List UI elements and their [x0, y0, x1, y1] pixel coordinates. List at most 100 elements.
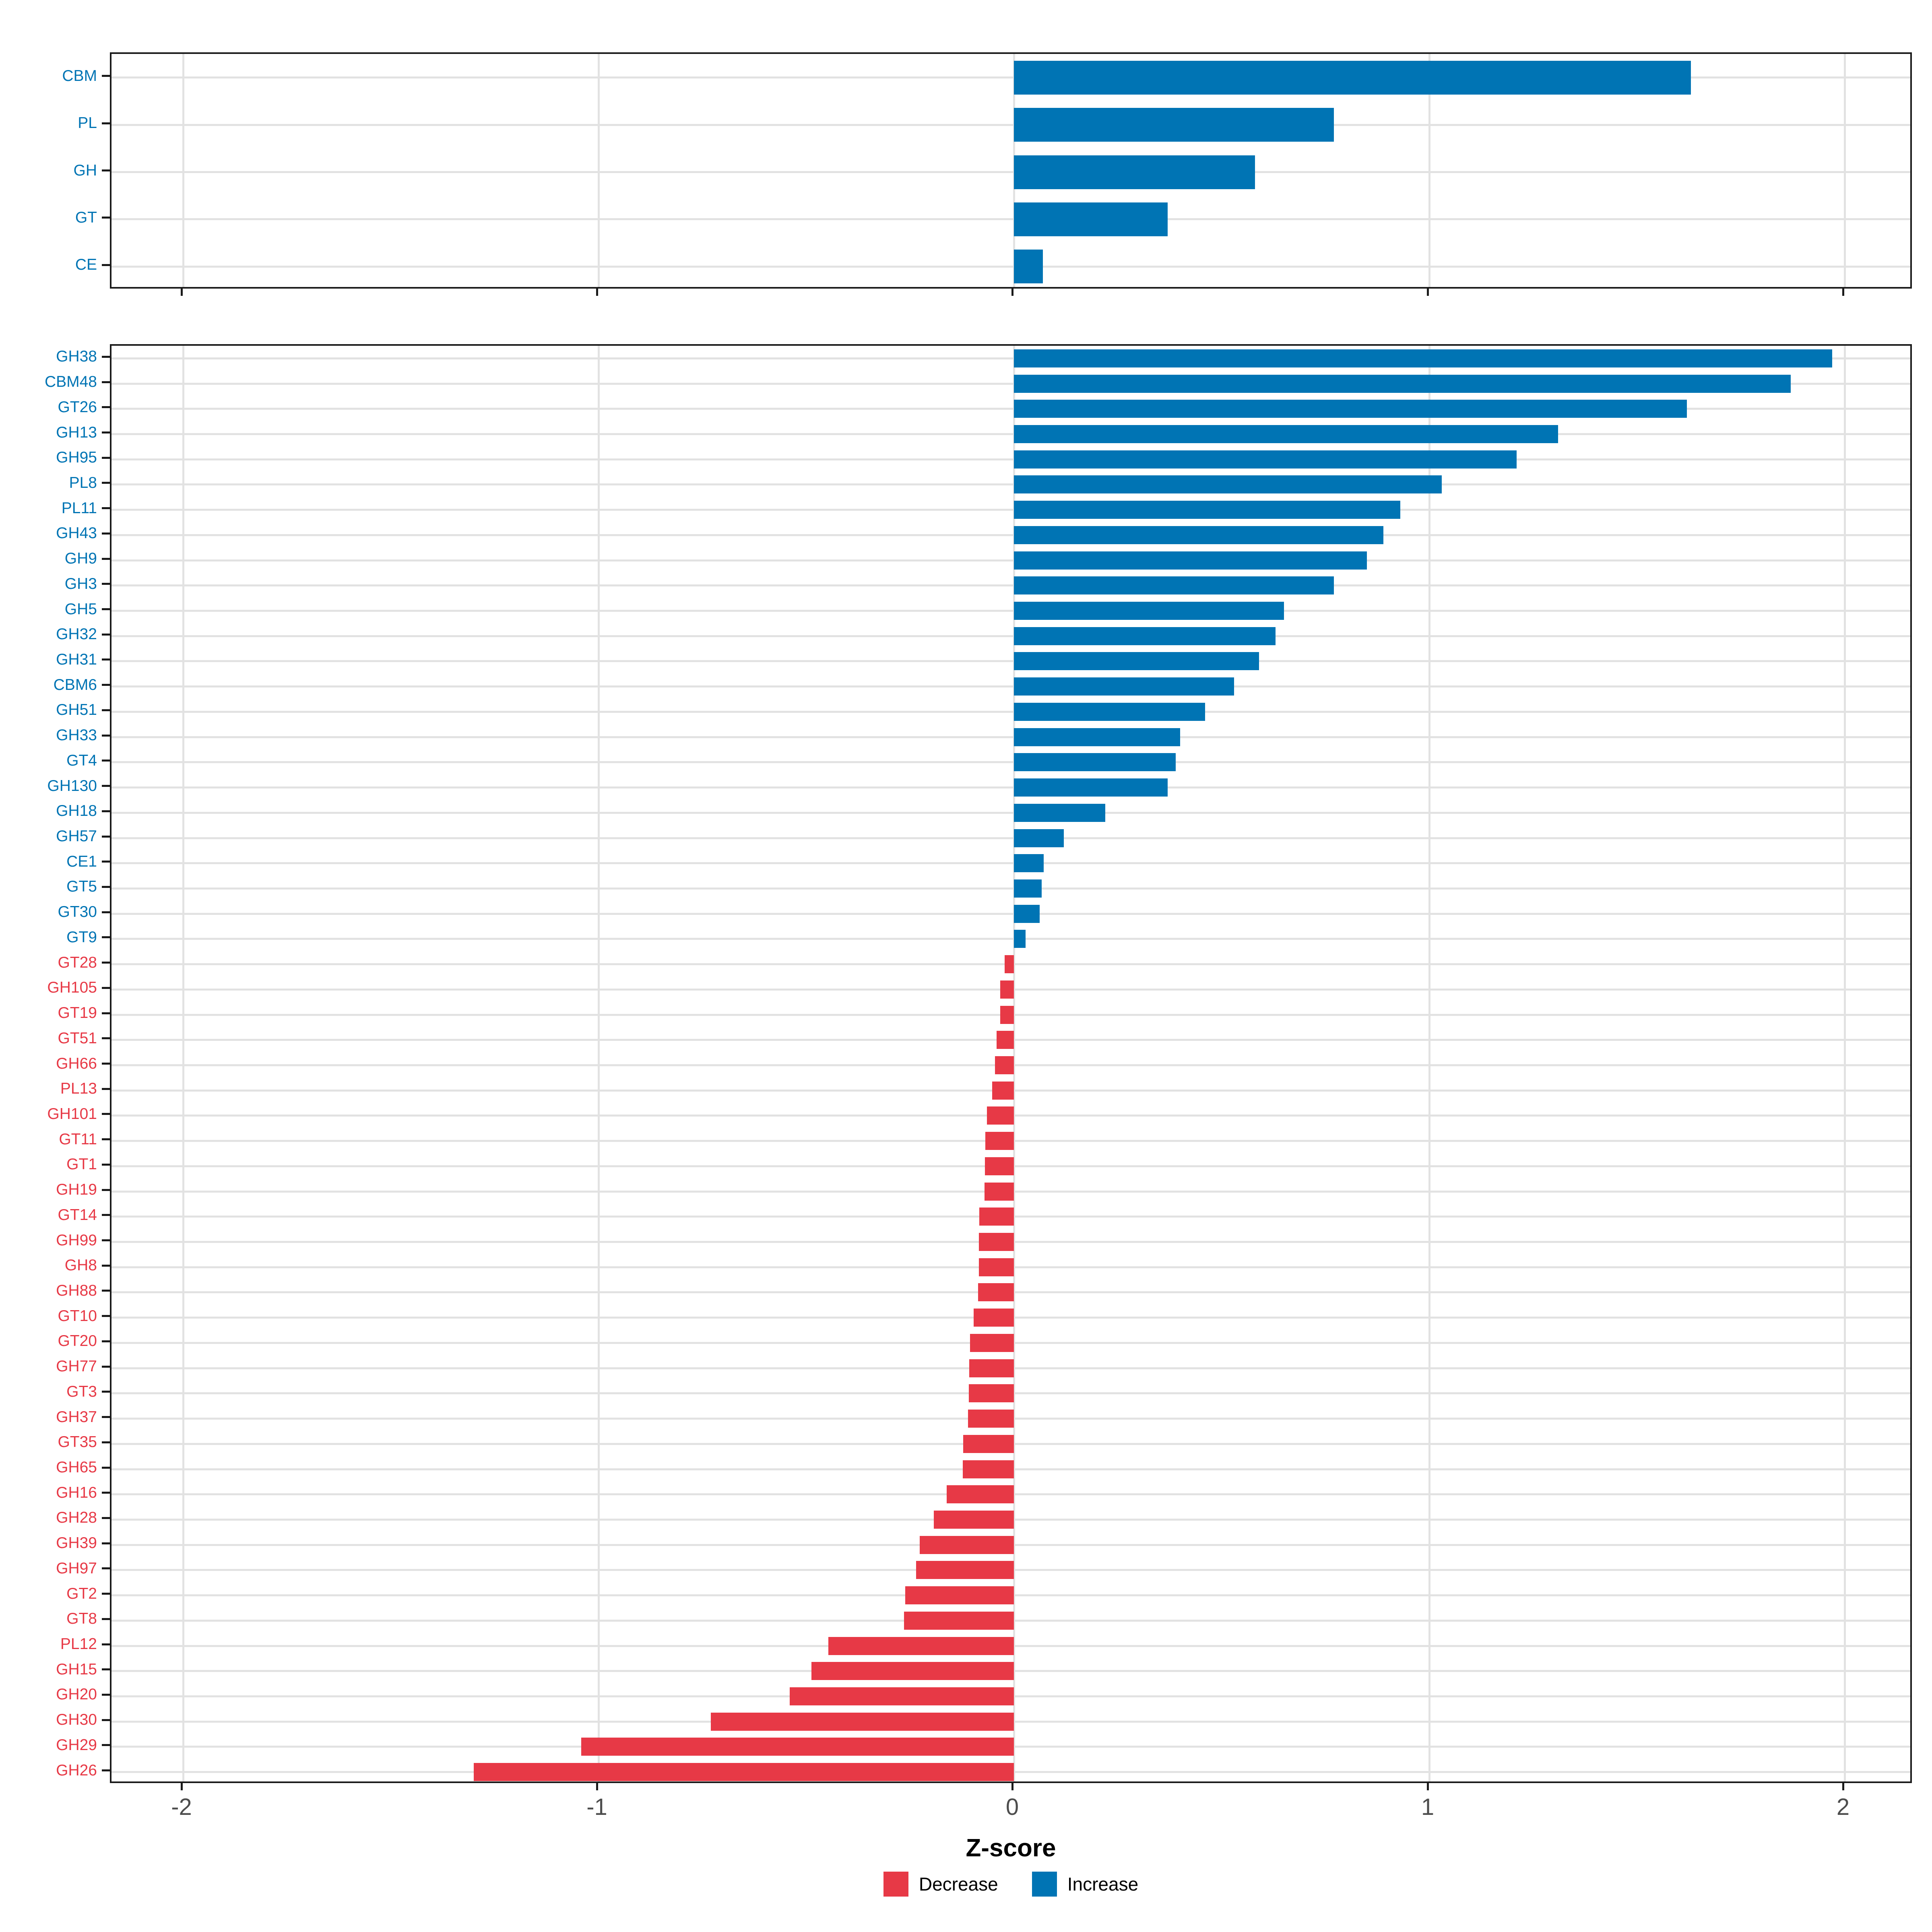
y-axis-tick — [102, 1138, 110, 1141]
y-gridline — [111, 357, 1910, 359]
y-gridline — [111, 685, 1910, 688]
y-gridline — [111, 534, 1910, 536]
y-axis-tick — [102, 911, 110, 913]
bar — [905, 1586, 1014, 1605]
y-axis-tick — [102, 1239, 110, 1242]
bar — [919, 1536, 1014, 1554]
category-label: CBM6 — [53, 676, 97, 694]
category-label: GH20 — [56, 1686, 97, 1703]
bar — [969, 1359, 1014, 1377]
category-label: PL12 — [60, 1635, 97, 1653]
category-label: GH8 — [64, 1257, 97, 1274]
bar — [1014, 728, 1180, 746]
category-label: PL8 — [69, 474, 97, 491]
y-axis-tick — [102, 709, 110, 711]
bar — [995, 1056, 1014, 1074]
category-label: GT35 — [58, 1433, 97, 1451]
y-axis-tick — [102, 122, 110, 124]
bar — [811, 1662, 1014, 1680]
legend-label-decrease: Decrease — [919, 1874, 998, 1895]
category-label: GT3 — [66, 1383, 97, 1400]
bar — [979, 1208, 1014, 1226]
category-label: CE1 — [66, 852, 97, 870]
bar — [828, 1637, 1014, 1655]
bar — [1014, 400, 1687, 418]
bar — [1014, 155, 1255, 189]
bar — [963, 1460, 1014, 1478]
x-axis-tick — [180, 1783, 183, 1790]
bar — [1014, 829, 1064, 847]
y-gridline — [111, 509, 1910, 511]
y-axis-tick — [102, 1391, 110, 1393]
bar — [474, 1763, 1014, 1781]
bar — [1014, 349, 1833, 367]
bar — [933, 1510, 1014, 1529]
y-axis-tick — [102, 1290, 110, 1292]
y-axis-tick — [102, 658, 110, 661]
y-axis-tick — [102, 381, 110, 383]
category-label: GH15 — [56, 1660, 97, 1678]
x-gridline — [598, 346, 600, 1781]
bar — [1014, 108, 1334, 142]
y-axis-tick — [102, 1593, 110, 1595]
x-gridline — [182, 346, 184, 1781]
x-gridline — [1428, 54, 1430, 287]
y-axis-tick — [102, 1264, 110, 1267]
category-label: GH95 — [56, 449, 97, 466]
y-axis-tick — [102, 1769, 110, 1772]
category-label: GT20 — [58, 1332, 97, 1350]
bar — [1014, 374, 1791, 393]
category-label: GH39 — [56, 1534, 97, 1552]
y-axis-tick — [102, 608, 110, 611]
x-axis-tick — [596, 289, 598, 296]
bar — [987, 1106, 1014, 1125]
decrease-swatch-icon — [883, 1872, 908, 1897]
y-gridline — [111, 736, 1910, 738]
panel-top-class — [110, 52, 1912, 289]
x-tick-label: 2 — [1836, 1794, 1850, 1820]
category-label: PL — [78, 114, 97, 132]
bar — [1014, 450, 1517, 469]
category-label: GT30 — [58, 903, 97, 921]
y-gridline — [111, 408, 1910, 410]
y-axis-tick — [102, 1113, 110, 1115]
y-axis-tick — [102, 217, 110, 219]
bar — [1014, 803, 1106, 822]
y-axis-tick — [102, 1088, 110, 1090]
y-gridline — [111, 265, 1910, 268]
x-gridline — [1013, 346, 1015, 1781]
category-label: PL11 — [61, 499, 97, 517]
y-gridline — [111, 887, 1910, 890]
category-label: GT19 — [58, 1004, 97, 1022]
bar — [985, 1157, 1014, 1175]
y-gridline — [111, 171, 1910, 173]
x-axis-tick — [1011, 289, 1013, 296]
bar — [1014, 202, 1168, 236]
bar — [1014, 576, 1334, 595]
x-axis-tick — [1011, 1783, 1013, 1790]
bar — [1014, 475, 1442, 494]
y-axis-tick — [102, 633, 110, 636]
y-axis-tick — [102, 1163, 110, 1166]
bar — [1014, 753, 1176, 772]
bar — [1014, 854, 1044, 873]
y-axis-tick — [102, 1012, 110, 1014]
category-label: GH97 — [56, 1559, 97, 1577]
bar — [992, 1081, 1014, 1100]
bar — [1014, 652, 1259, 671]
y-axis-tick — [102, 936, 110, 939]
y-axis-tick — [102, 1542, 110, 1544]
bar — [904, 1611, 1014, 1630]
category-label: GH9 — [64, 550, 97, 568]
y-axis-tick — [102, 1037, 110, 1040]
category-label: GH13 — [56, 423, 97, 441]
panel-bottom-family — [110, 344, 1912, 1783]
category-label: GH — [73, 161, 97, 179]
category-label: PL13 — [60, 1080, 97, 1098]
y-gridline — [111, 76, 1910, 79]
y-gridline — [111, 483, 1910, 486]
category-label: CE — [75, 256, 97, 274]
y-axis-tick — [102, 785, 110, 787]
y-gridline — [111, 433, 1910, 436]
